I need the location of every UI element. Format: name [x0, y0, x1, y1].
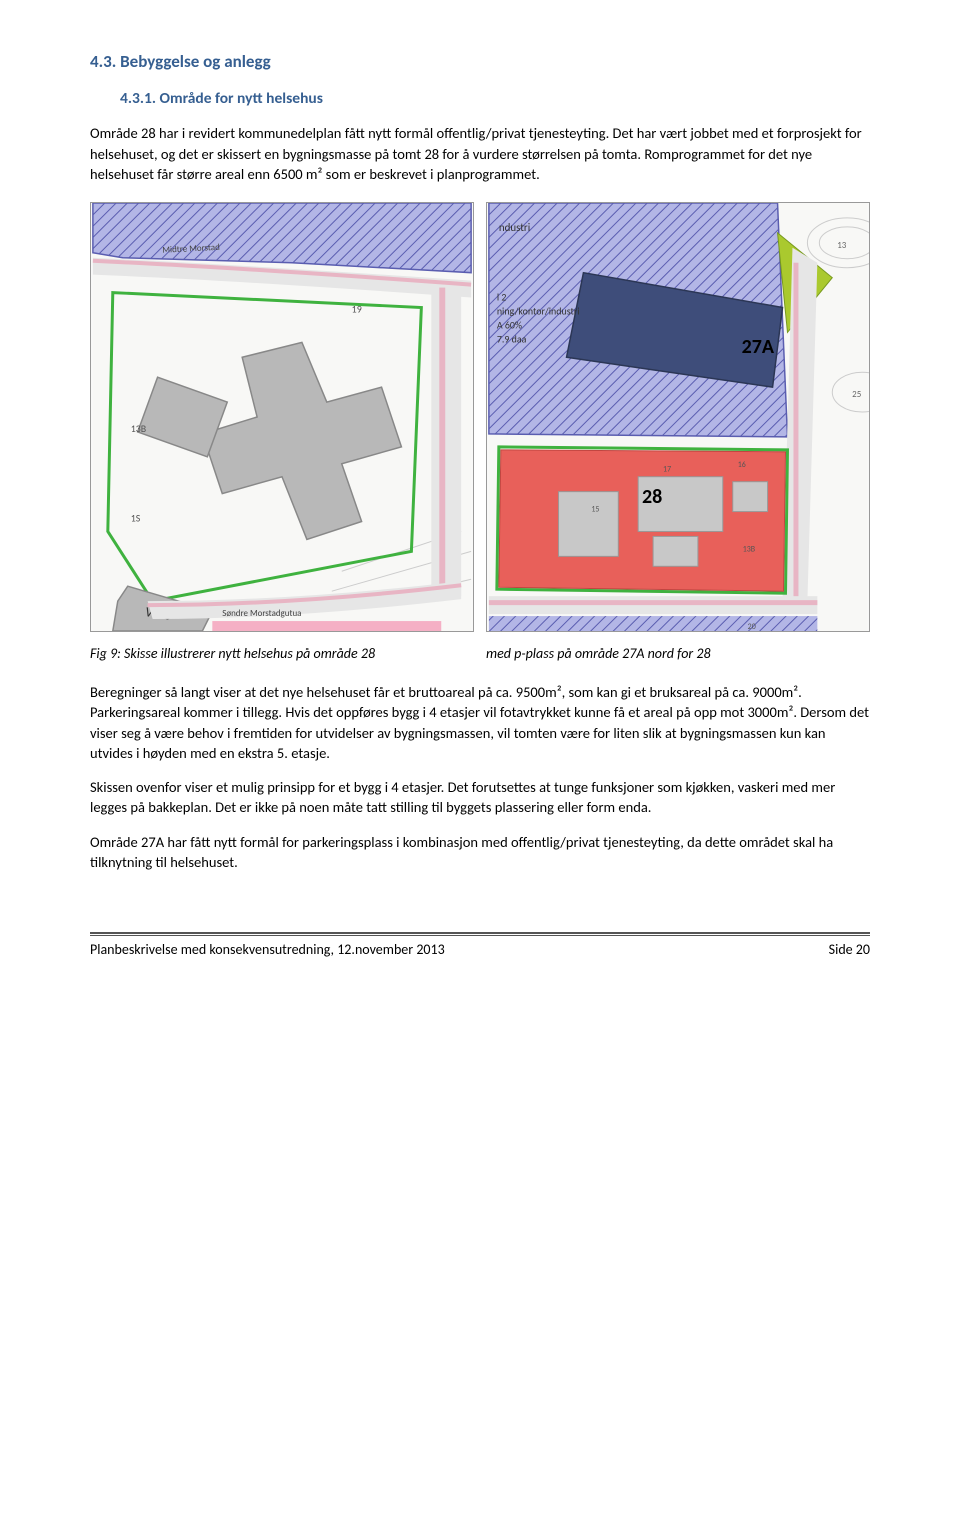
figure-right-plan: 13 25 ndustri l 2 ning/kontor/industri A… [486, 202, 870, 632]
caption-right: med p-plass på område 27A nord for 28 [486, 644, 870, 664]
heading-level-3: 4.3. Bebyggelse og anlegg [90, 50, 870, 74]
svg-text:17: 17 [663, 465, 671, 475]
svg-text:l 2: l 2 [497, 292, 507, 304]
heading-level-4: 4.3.1. Område for nytt helsehus [120, 88, 870, 110]
page-footer: Planbeskrivelse med konsekvensutredning,… [90, 932, 870, 960]
svg-text:ndustri: ndustri [499, 221, 530, 234]
svg-text:19: 19 [352, 304, 362, 316]
svg-text:Søndre Morstadgutua: Søndre Morstadgutua [222, 608, 301, 619]
svg-text:A 60%: A 60% [497, 320, 522, 332]
figure-row: Midtre Morstad 19 13B 1S Vare Søndre Mor… [90, 202, 870, 632]
svg-text:13B: 13B [743, 545, 755, 555]
figure-left-sketch: Midtre Morstad 19 13B 1S Vare Søndre Mor… [90, 202, 474, 632]
footer-rule [90, 932, 870, 936]
footer-right: Side 20 [829, 940, 870, 960]
svg-text:25: 25 [852, 389, 861, 400]
svg-text:1S: 1S [131, 513, 141, 525]
footer-left: Planbeskrivelse med konsekvensutredning,… [90, 940, 445, 960]
paragraph-sketch: Skissen ovenfor viser et mulig prinsipp … [90, 777, 870, 818]
svg-text:20: 20 [748, 622, 756, 631]
svg-text:15: 15 [591, 505, 599, 515]
caption-left: Fig 9: Skisse illustrerer nytt helsehus … [90, 644, 474, 664]
paragraph-27a: Område 27A har fått nytt formål for park… [90, 832, 870, 873]
svg-text:16: 16 [738, 460, 746, 470]
svg-text:7.9 daa: 7.9 daa [497, 334, 527, 346]
paragraph-calc: Beregninger så langt viser at det nye he… [90, 682, 870, 763]
svg-text:13: 13 [837, 240, 847, 251]
label-28: 28 [642, 483, 662, 511]
figure-caption-row: Fig 9: Skisse illustrerer nytt helsehus … [90, 644, 870, 664]
svg-text:13B: 13B [131, 423, 146, 435]
svg-text:ning/kontor/industri: ning/kontor/industri [497, 306, 580, 318]
label-27a: 27A [742, 333, 774, 361]
paragraph-intro: Område 28 har i revidert kommunedelplan … [90, 123, 870, 184]
